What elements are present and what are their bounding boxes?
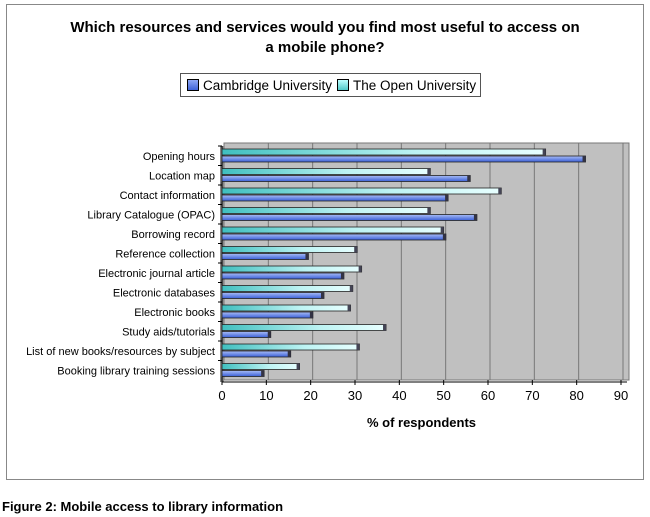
bar-end-open-university xyxy=(427,168,431,175)
bar-open-university xyxy=(221,187,502,195)
bar-end-open-university xyxy=(542,149,546,155)
x-tick-label: 10 xyxy=(259,388,273,403)
bar-end-open-university xyxy=(440,227,444,233)
bar-open-university xyxy=(221,324,387,331)
chart-title: Which resources and services would you f… xyxy=(40,18,610,58)
bar-cambridge xyxy=(221,272,345,280)
x-tick-label: 60 xyxy=(481,388,495,403)
bar-end-open-university xyxy=(349,285,353,292)
legend-swatch-ou xyxy=(337,79,350,91)
bar-end-cambridge xyxy=(309,312,313,318)
bar-cambridge xyxy=(221,253,309,260)
category-label: Contact information xyxy=(120,190,215,202)
bar-cambridge xyxy=(221,155,586,163)
category-label: Reference collection xyxy=(115,248,215,260)
title-line-2: a mobile phone? xyxy=(265,39,385,56)
bar-open-university xyxy=(221,226,445,234)
bar-cambridge xyxy=(221,370,265,377)
category-label: Electronic databases xyxy=(113,287,216,299)
category-label: Location map xyxy=(149,170,215,182)
bar-end-open-university xyxy=(427,207,431,214)
category-label: Electronic books xyxy=(134,307,215,319)
bar-end-open-university xyxy=(296,363,300,370)
bar-end-cambridge xyxy=(267,331,271,338)
bar-end-cambridge xyxy=(442,234,446,240)
bar-end-cambridge xyxy=(467,175,471,182)
legend-swatch-cambridge xyxy=(187,79,199,91)
x-tick-label: 0 xyxy=(218,388,225,403)
bar-cambridge xyxy=(221,233,447,241)
x-axis-label: % of respondents xyxy=(367,415,476,430)
x-tick-label: 20 xyxy=(303,388,317,403)
figure-caption: Figure 2: Mobile access to library infor… xyxy=(2,499,284,514)
bar-open-university xyxy=(221,168,431,175)
bar-open-university xyxy=(221,343,360,351)
x-tick-label: 70 xyxy=(525,388,539,403)
bar-end-cambridge xyxy=(261,370,265,377)
bar-cambridge xyxy=(221,292,325,299)
bar-end-cambridge xyxy=(445,195,449,201)
bar-end-cambridge xyxy=(582,156,586,162)
bar-end-open-university xyxy=(356,344,360,350)
category-label: Study aids/tutorials xyxy=(122,326,215,338)
legend-label-cambridge: Cambridge University xyxy=(203,77,333,93)
x-tick-label: 80 xyxy=(569,388,583,403)
category-label: Opening hours xyxy=(143,151,216,163)
bar-open-university xyxy=(221,246,358,253)
category-label: Booking library training sessions xyxy=(57,365,215,377)
bar-end-cambridge xyxy=(473,214,477,221)
title-line-1: Which resources and services would you f… xyxy=(70,19,580,36)
bar-cambridge xyxy=(221,214,478,221)
bar-cambridge xyxy=(221,350,292,358)
category-label: Borrowing record xyxy=(131,229,215,241)
bar-end-open-university xyxy=(498,188,502,194)
category-label: List of new books/resources by subject xyxy=(26,346,215,358)
bar-end-open-university xyxy=(358,266,362,272)
bar-end-cambridge xyxy=(320,292,324,299)
bar-cambridge xyxy=(221,175,471,182)
category-label: Electronic journal article xyxy=(98,268,215,280)
x-tick-label: 50 xyxy=(436,388,450,403)
bar-end-open-university xyxy=(347,305,351,311)
bar-end-open-university xyxy=(383,324,387,331)
category-label: Library Catalogue (OPAC) xyxy=(87,209,215,221)
legend: Cambridge University The Open University xyxy=(180,73,482,97)
legend-label-ou: The Open University xyxy=(353,77,477,93)
bar-open-university xyxy=(221,207,431,214)
bar-open-university xyxy=(221,148,547,156)
bar-open-university xyxy=(221,304,351,312)
bar-end-cambridge xyxy=(305,253,309,260)
bar-end-cambridge xyxy=(287,351,291,357)
bar-open-university xyxy=(221,363,300,370)
bar-end-cambridge xyxy=(340,273,344,279)
x-tick-label: 40 xyxy=(392,388,406,403)
x-tick-label: 30 xyxy=(348,388,362,403)
x-tick-label: 90 xyxy=(614,388,628,403)
bar-end-open-university xyxy=(354,246,358,253)
bar-cambridge xyxy=(221,311,314,319)
bar-cambridge xyxy=(221,331,272,338)
bar-cambridge xyxy=(221,194,449,202)
bar-open-university xyxy=(221,285,354,292)
bar-open-university xyxy=(221,265,363,273)
